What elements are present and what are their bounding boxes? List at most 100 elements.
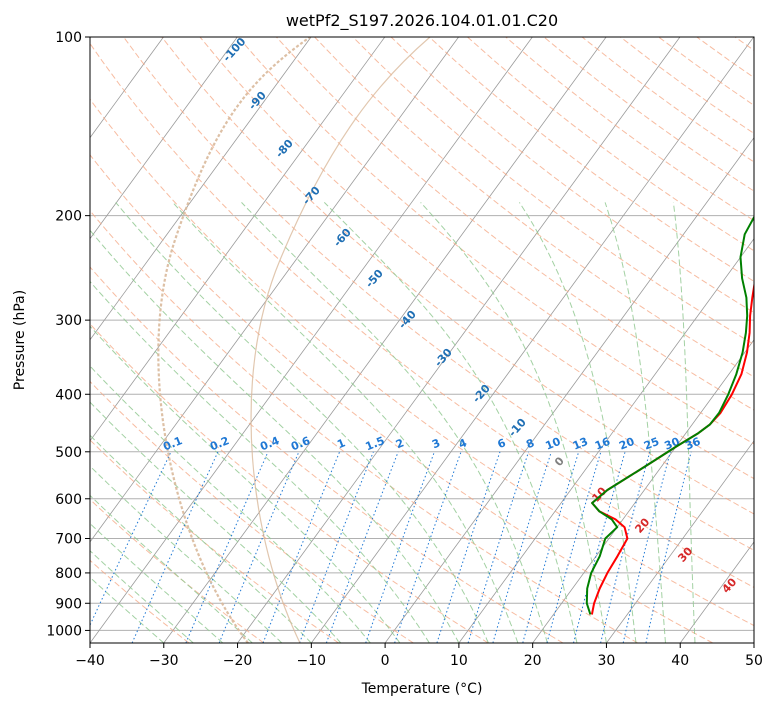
mixing-ratio-line — [436, 451, 501, 643]
moist-adiabat-line — [420, 202, 607, 643]
moist-adiabat-label: 30 — [675, 544, 695, 564]
mixing-ratio-label: 6 — [496, 436, 508, 451]
moist-adiabat-label: -20 — [470, 382, 493, 406]
moist-adiabat-line — [90, 465, 283, 643]
mixing-ratio-line — [325, 451, 399, 643]
moist-adiabat-line — [90, 280, 430, 643]
mixing-ratio-line — [645, 451, 692, 643]
mixing-ratio-label: 0.2 — [208, 434, 231, 453]
mixing-ratio-line — [492, 451, 552, 643]
mixing-ratio-label: 0.1 — [161, 434, 184, 453]
moist-adiabat-label: 40 — [719, 575, 739, 595]
isotherm-line — [384, 136, 754, 643]
dry-adiabat-line — [314, 37, 754, 378]
y-tick-label: 1000 — [46, 623, 82, 639]
mixing-ratio-label: 0.4 — [258, 434, 281, 453]
mixing-ratio-label: 8 — [524, 436, 536, 451]
dry-adiabat-line — [237, 37, 754, 445]
moist-adiabat-label: 0 — [552, 454, 567, 469]
mixing-ratio-line — [262, 451, 341, 643]
mixing-ratio-label: 4 — [457, 436, 469, 451]
dry-adiabat-line — [352, 37, 754, 345]
isotherm-line — [90, 37, 312, 341]
x-tick-label: −10 — [297, 653, 327, 669]
mixing-ratio-lines — [90, 451, 692, 643]
x-tick-label: −30 — [149, 653, 179, 669]
y-tick-label: 700 — [55, 532, 82, 548]
isotherm-line — [753, 642, 754, 643]
mixing-ratio-line — [522, 451, 580, 643]
moist-adiabat-line — [518, 202, 637, 643]
temperature-line — [590, 280, 754, 615]
x-tick-label: 30 — [598, 653, 616, 669]
moist-adiabat-line — [90, 325, 401, 643]
moist-adiabat-label: -70 — [300, 184, 323, 208]
moist-adiabat-line — [115, 202, 489, 643]
isobar-grid — [90, 37, 754, 631]
chart-title: wetPf2_S197.2026.104.01.01.C20 — [286, 11, 558, 31]
dry-adiabat-line — [90, 209, 639, 643]
y-axis-ticks: 100 200 300 400 500 600 700 800 900 1000 — [46, 30, 90, 639]
isotherm-line — [532, 339, 754, 643]
dry-adiabat-line — [123, 37, 754, 551]
x-tick-label: 0 — [381, 653, 390, 669]
dry-adiabat-line — [658, 37, 754, 106]
isotherm-line — [163, 37, 607, 643]
moist-adiabat-line — [90, 434, 312, 643]
mixing-ratio-line — [299, 451, 374, 643]
dry-adiabat-line — [620, 37, 754, 135]
y-tick-label: 100 — [55, 30, 82, 46]
reference-curve — [157, 37, 311, 643]
mixing-ratio-line — [573, 451, 626, 643]
y-tick-label: 500 — [55, 445, 82, 461]
moist-adiabat-label: -100 — [220, 35, 248, 64]
moist-adiabat-line — [90, 522, 224, 643]
mixing-ratio-line — [131, 451, 219, 643]
dewpoint-line — [585, 215, 754, 615]
isotherm-line — [90, 37, 238, 240]
moist-adiabat-line — [172, 202, 519, 643]
moist-adiabat-label: -40 — [396, 308, 419, 332]
moist-adiabat-line — [672, 202, 696, 643]
mixing-ratio-line — [218, 451, 300, 643]
moist-adiabat-line — [90, 365, 371, 643]
isotherm-line — [90, 37, 386, 442]
dry-adiabat-line — [90, 98, 754, 627]
dry-adiabat-line — [90, 380, 414, 643]
sounding-series — [585, 215, 754, 615]
y-tick-label: 400 — [55, 387, 82, 403]
dry-adiabat-line — [90, 42, 754, 589]
isotherm-line — [679, 541, 754, 643]
plot-area: -100-90-80-70-60-50-40-30-20-10010203040… — [90, 35, 754, 643]
isotherm-line — [237, 37, 681, 643]
dry-adiabat-line — [90, 559, 190, 643]
x-tick-label: 10 — [450, 653, 468, 669]
moist-adiabat-label: -10 — [506, 416, 529, 440]
x-axis-label: Temperature (°C) — [361, 681, 483, 697]
moist-adiabat-line — [323, 202, 578, 643]
isotherm-line — [90, 37, 459, 543]
y-tick-label: 200 — [55, 209, 82, 225]
x-tick-label: 50 — [745, 653, 763, 669]
moist-adiabat-line — [90, 550, 194, 643]
isotherm-line — [606, 440, 754, 643]
mixing-ratio-line — [394, 451, 462, 643]
moist-adiabat-line — [604, 202, 666, 643]
y-axis-label: Pressure (hPa) — [12, 290, 28, 390]
plot-frame — [89, 36, 755, 644]
mixing-ratio-label: 20 — [617, 435, 636, 453]
dry-adiabat-line — [90, 323, 489, 643]
moist-adiabat-line — [90, 576, 165, 643]
dry-adiabat-line — [90, 266, 564, 643]
isoline-labels: -100-90-80-70-60-50-40-30-20-10010203040… — [161, 35, 739, 596]
mixing-ratio-line — [622, 451, 671, 643]
mixing-ratio-label: 1 — [335, 436, 347, 451]
reference-curves — [157, 37, 431, 643]
dry-adiabat-line — [199, 37, 754, 480]
mixing-ratio-label: 2 — [394, 436, 406, 451]
mixing-ratio-label: 30 — [663, 435, 682, 453]
moist-adiabat-line — [90, 494, 253, 643]
x-tick-label: −40 — [75, 653, 105, 669]
y-tick-label: 800 — [55, 566, 82, 582]
moist-adiabat-line — [90, 229, 460, 643]
